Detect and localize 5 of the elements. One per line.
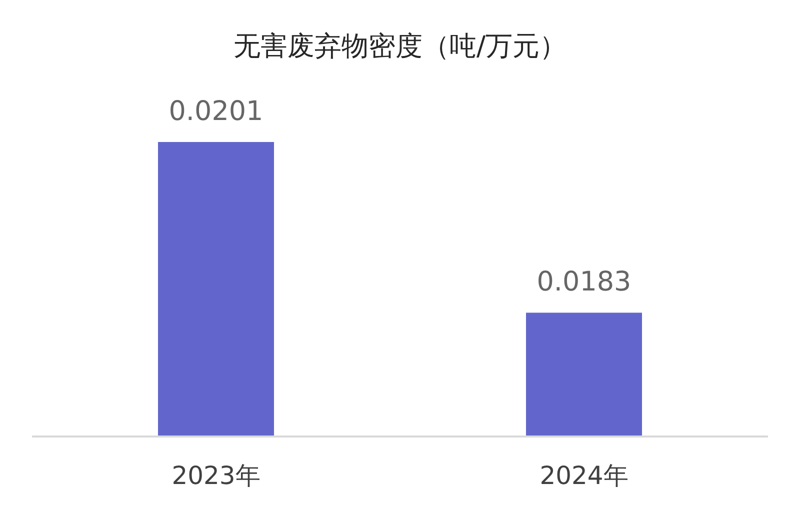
data-label: 0.0201 — [168, 96, 264, 127]
x-tick-label: 2023年 — [172, 461, 260, 490]
chart-title: 无害废弃物密度（吨/万元） — [233, 31, 567, 62]
data-label: 0.0183 — [536, 266, 632, 298]
x-tick-label: 2024年 — [540, 461, 628, 490]
